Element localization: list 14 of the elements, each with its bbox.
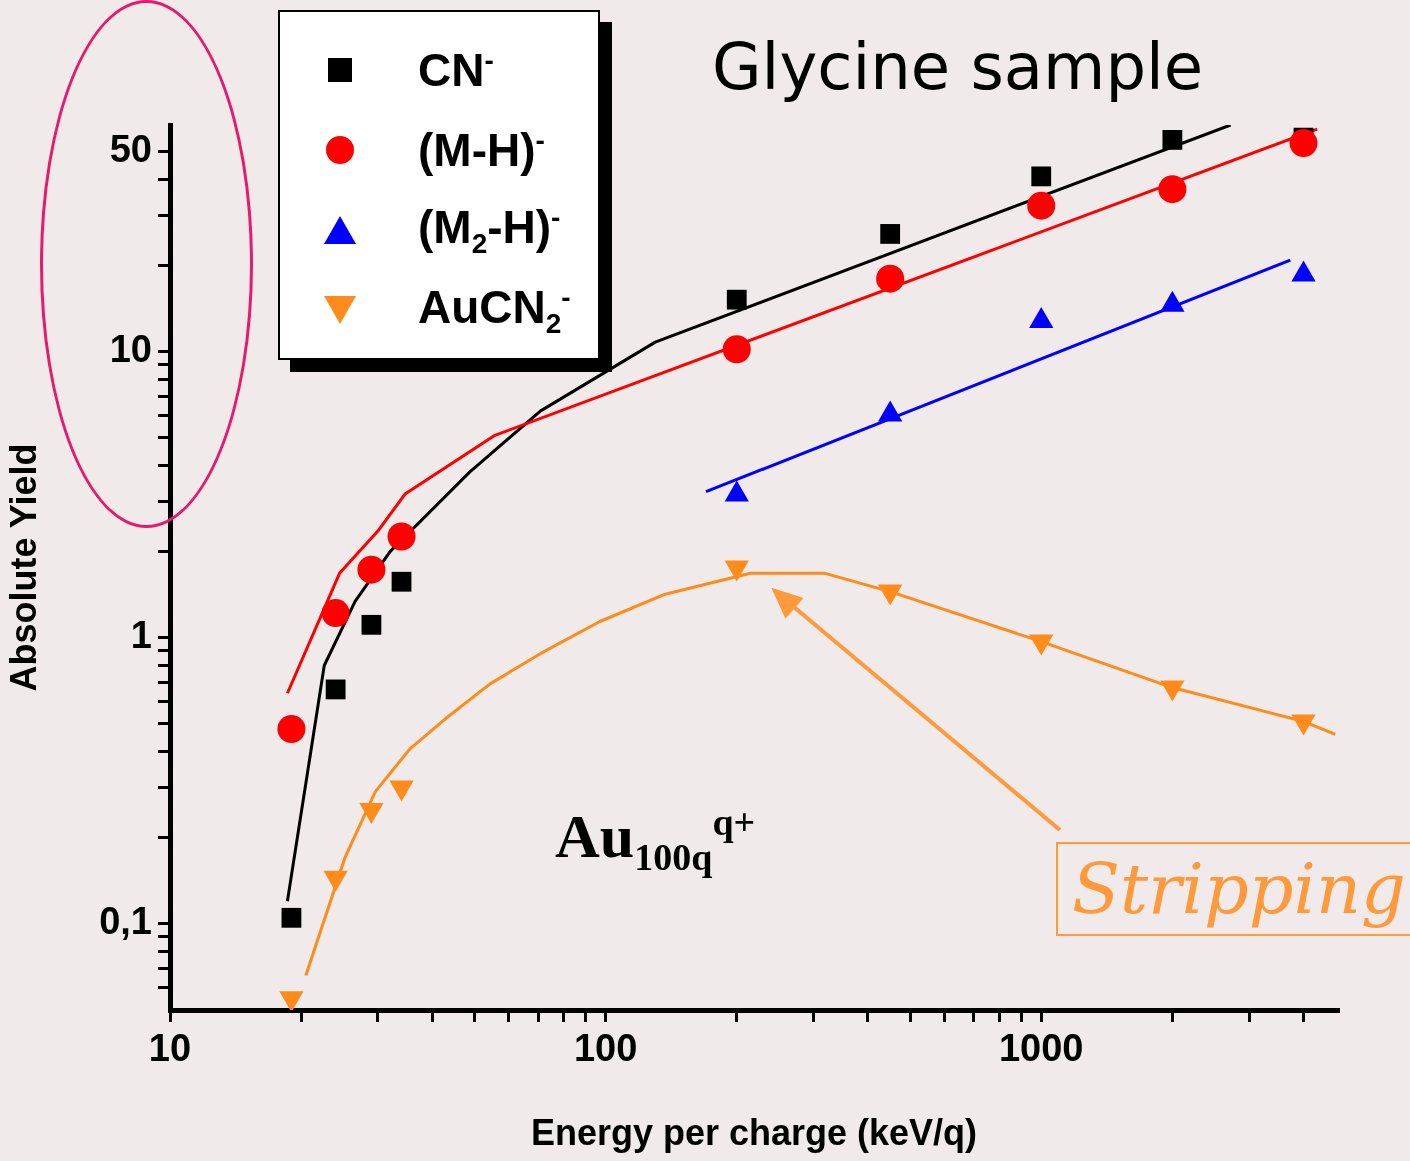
annotation: Stripping xyxy=(1056,842,1410,936)
y-tick-label: 10 xyxy=(109,328,152,371)
y-tick-label: 50 xyxy=(109,128,152,171)
x-tick-label: 100 xyxy=(573,1027,638,1070)
y-tick-label: 1 xyxy=(130,614,152,657)
y-axis-title: Absolute Yield xyxy=(2,443,44,692)
chart-title: Glycine sample xyxy=(712,30,1204,104)
x-tick-label: 10 xyxy=(148,1027,192,1070)
x-tick-label: 1000 xyxy=(998,1027,1084,1070)
legend-label: CN$^{-}$ xyxy=(418,43,494,97)
legend-label: (M$_{2}$-H)$^{-}$ xyxy=(418,199,561,261)
x-axis-title: Energy per charge (keV/q) xyxy=(530,1112,978,1154)
y-tick-label: 0,1 xyxy=(99,900,152,943)
legend-label: (M-H)$^{-}$ xyxy=(418,123,545,177)
